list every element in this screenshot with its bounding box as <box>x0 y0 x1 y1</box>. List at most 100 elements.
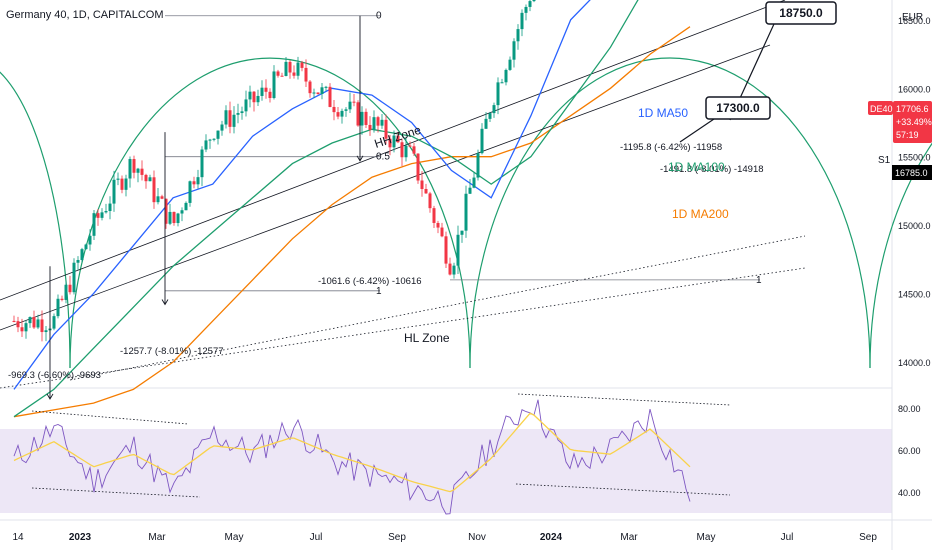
ma200-label: 1D MA200 <box>672 207 729 221</box>
candle-body <box>168 211 172 224</box>
candle-body <box>244 99 248 112</box>
candle-body <box>216 130 220 139</box>
candle-body <box>80 249 84 261</box>
x-tick-label: Jul <box>310 532 323 543</box>
candle-body <box>492 105 496 114</box>
candle-body <box>476 153 480 178</box>
candle-body <box>324 86 328 88</box>
candle-body <box>196 177 200 185</box>
callout-box <box>705 96 771 120</box>
candle-body <box>120 178 124 190</box>
candle-body <box>240 111 244 114</box>
channel-line <box>0 44 771 331</box>
x-tick-label: Sep <box>859 532 877 543</box>
moving-averages <box>13 0 691 418</box>
candle-body <box>20 327 24 332</box>
candle-body <box>228 110 232 127</box>
candle-body <box>96 213 100 218</box>
candle-body <box>372 117 376 130</box>
candle-body <box>484 118 488 129</box>
candle-body <box>204 140 208 150</box>
candle-body <box>84 244 88 250</box>
candle-body <box>296 62 300 76</box>
candle-body <box>60 298 64 300</box>
candle-body <box>356 102 360 126</box>
cycle-arc <box>0 71 71 369</box>
candle-body <box>232 114 236 127</box>
candle-body <box>52 316 56 329</box>
ma100-label: 1D MA100 <box>668 160 725 174</box>
ma-line <box>13 0 591 390</box>
measure-arrow <box>161 299 169 306</box>
candle-body <box>388 138 392 148</box>
candle-body <box>108 203 112 212</box>
candle-body <box>432 208 436 223</box>
candle-body <box>500 82 504 84</box>
candle-body <box>128 159 132 179</box>
rsi-trendline <box>31 487 201 498</box>
candle-body <box>340 110 344 117</box>
cycle-arc <box>469 57 871 369</box>
s1-value: 16785.0 <box>895 168 928 178</box>
candle-body <box>328 86 332 107</box>
rsi-signal-line <box>13 412 691 493</box>
candle-body <box>64 284 68 300</box>
candle-body <box>440 227 444 237</box>
candle-body <box>360 111 364 126</box>
hl-zone-label: HL Zone <box>404 331 450 345</box>
candle-body <box>304 67 308 82</box>
price-tag-countdown: 57:19 <box>896 130 919 140</box>
candle-body <box>444 236 448 264</box>
candle-body <box>156 196 160 203</box>
candle-body <box>392 135 396 148</box>
candle-body <box>112 179 116 204</box>
ma-line <box>13 0 639 418</box>
candle-body <box>144 174 148 182</box>
candle-body <box>496 82 500 106</box>
candle-body <box>12 320 16 322</box>
candle-body <box>472 177 476 188</box>
candle-body <box>268 91 272 99</box>
candle-body <box>384 119 388 139</box>
rsi-tick-label: 60.00 <box>898 446 921 456</box>
candle-body <box>200 149 204 178</box>
candle-body <box>248 91 252 100</box>
measure-arrow <box>46 393 54 400</box>
candle-body <box>456 234 460 266</box>
x-tick-label: 14 <box>12 532 24 543</box>
rsi-trendline <box>515 483 731 496</box>
candle-body <box>104 211 108 213</box>
callout-pointer <box>679 118 715 143</box>
candle-body <box>32 317 36 328</box>
candle-body <box>420 180 424 189</box>
x-tick-label: Jul <box>781 532 794 543</box>
x-tick-label: Nov <box>468 532 486 543</box>
x-tick-label: May <box>225 532 244 543</box>
candle-body <box>308 81 312 94</box>
fib-label: 1 <box>376 286 382 297</box>
candle-body <box>132 159 136 173</box>
rsi-panel <box>13 393 731 515</box>
candle-body <box>408 145 412 147</box>
fib-levels: 00.5100.51 <box>165 11 762 297</box>
candle-body <box>36 319 40 328</box>
measure-label: -1061.6 (-6.42%) -10616 <box>318 276 422 287</box>
candle-body <box>288 61 292 73</box>
candle-body <box>368 124 372 130</box>
x-tick-label: 2023 <box>69 532 92 543</box>
y-tick-label: 16500.0 <box>898 16 931 26</box>
candle-body <box>352 101 356 103</box>
candle-body <box>164 198 168 224</box>
candle-body <box>136 168 140 173</box>
candle-body <box>520 12 524 30</box>
price-tag-change: +33.49% <box>896 117 932 127</box>
y-tick-label: 15000.0 <box>898 221 931 231</box>
candle-body <box>528 1 532 7</box>
callout-box <box>765 1 837 25</box>
rsi-tick-label: 40.00 <box>898 488 921 498</box>
price-candles <box>12 0 536 342</box>
candle-body <box>224 110 228 125</box>
channel-line <box>0 0 786 301</box>
candle-body <box>16 321 20 328</box>
